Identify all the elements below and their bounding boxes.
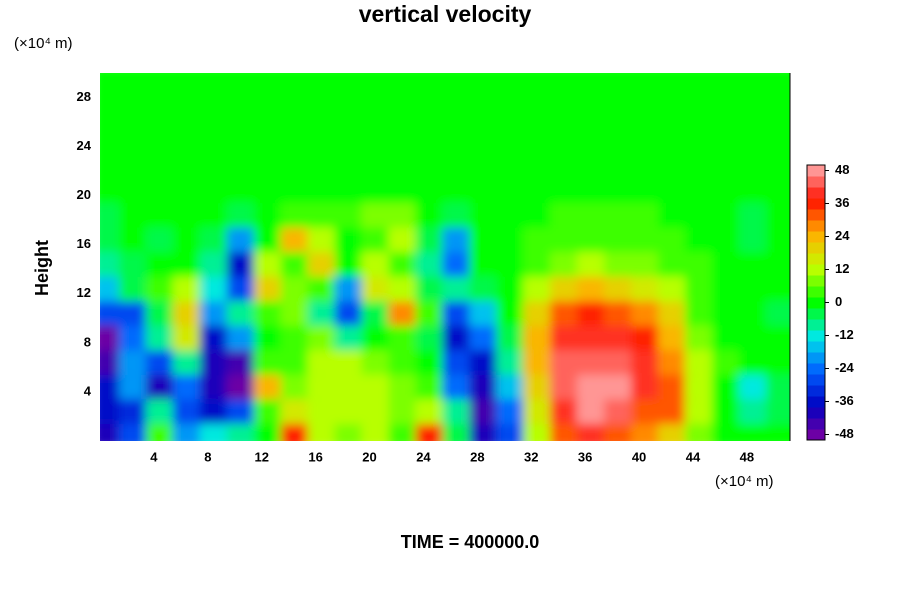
x-unit: (×10⁴ m) bbox=[715, 473, 774, 490]
colorbar-tick-label: -24 bbox=[835, 360, 855, 375]
colorbar-band bbox=[807, 187, 825, 199]
x-tick-label: 20 bbox=[362, 449, 376, 464]
y-tick-label: 8 bbox=[84, 334, 91, 349]
colorbar-band bbox=[807, 286, 825, 298]
colorbar-band bbox=[807, 330, 825, 342]
colorbar-band bbox=[807, 297, 825, 309]
y-tick-label: 20 bbox=[77, 187, 91, 202]
colorbar-band bbox=[807, 253, 825, 265]
colorbar-band bbox=[807, 319, 825, 331]
chart-title: vertical velocity bbox=[359, 1, 532, 27]
x-tick-label: 32 bbox=[524, 449, 538, 464]
colorbar-band bbox=[807, 374, 825, 386]
colorbar-tick-label: 24 bbox=[835, 228, 850, 243]
colorbar-band bbox=[807, 242, 825, 254]
colorbar-band bbox=[807, 176, 825, 188]
footer: TIME = 400000.0 bbox=[401, 532, 540, 552]
x-tick-label: 4 bbox=[150, 449, 158, 464]
y-tick-label: 28 bbox=[77, 89, 91, 104]
colorbar-band bbox=[807, 220, 825, 232]
x-tick-label: 36 bbox=[578, 449, 592, 464]
x-tick-label: 16 bbox=[308, 449, 322, 464]
colorbar-band bbox=[807, 385, 825, 397]
colorbar-band bbox=[807, 418, 825, 430]
colorbar-tick-label: 12 bbox=[835, 261, 849, 276]
colorbar-band bbox=[807, 308, 825, 320]
colorbar-tick-label: 0 bbox=[835, 294, 842, 309]
colorbar-tick-label: -36 bbox=[835, 393, 854, 408]
x-tick-label: 8 bbox=[204, 449, 211, 464]
y-tick-label: 4 bbox=[84, 383, 92, 398]
x-tick-label: 24 bbox=[416, 449, 431, 464]
colorbar-band bbox=[807, 341, 825, 353]
y-tick-label: 24 bbox=[77, 138, 92, 153]
y-unit: (×10⁴ m) bbox=[14, 35, 73, 52]
colorbar-band bbox=[807, 231, 825, 243]
plot-area bbox=[100, 73, 790, 441]
colorbar-band bbox=[807, 198, 825, 210]
x-tick-label: 40 bbox=[632, 449, 646, 464]
colorbar-band bbox=[807, 165, 825, 177]
colorbar-tick-label: 48 bbox=[835, 162, 849, 177]
x-tick-label: 44 bbox=[686, 449, 701, 464]
y-axis-label: Height bbox=[32, 240, 52, 296]
x-tick-label: 12 bbox=[254, 449, 268, 464]
colorbar-tick-label: -12 bbox=[835, 327, 854, 342]
x-tick-label: 48 bbox=[740, 449, 754, 464]
colorbar-band bbox=[807, 275, 825, 287]
colorbar-band bbox=[807, 396, 825, 408]
colorbar-band bbox=[807, 264, 825, 276]
colorbar-band bbox=[807, 429, 825, 441]
y-tick-label: 16 bbox=[77, 236, 91, 251]
colorbar-band bbox=[807, 352, 825, 364]
colorbar-band bbox=[807, 363, 825, 375]
x-tick-label: 28 bbox=[470, 449, 484, 464]
colorbar-band bbox=[807, 209, 825, 221]
cell bbox=[765, 73, 790, 105]
colorbar-tick-label: -48 bbox=[835, 426, 854, 441]
y-tick-label: 12 bbox=[77, 285, 91, 300]
field bbox=[100, 73, 790, 441]
colorbar-tick-label: 36 bbox=[835, 195, 849, 210]
colorbar-band bbox=[807, 407, 825, 419]
